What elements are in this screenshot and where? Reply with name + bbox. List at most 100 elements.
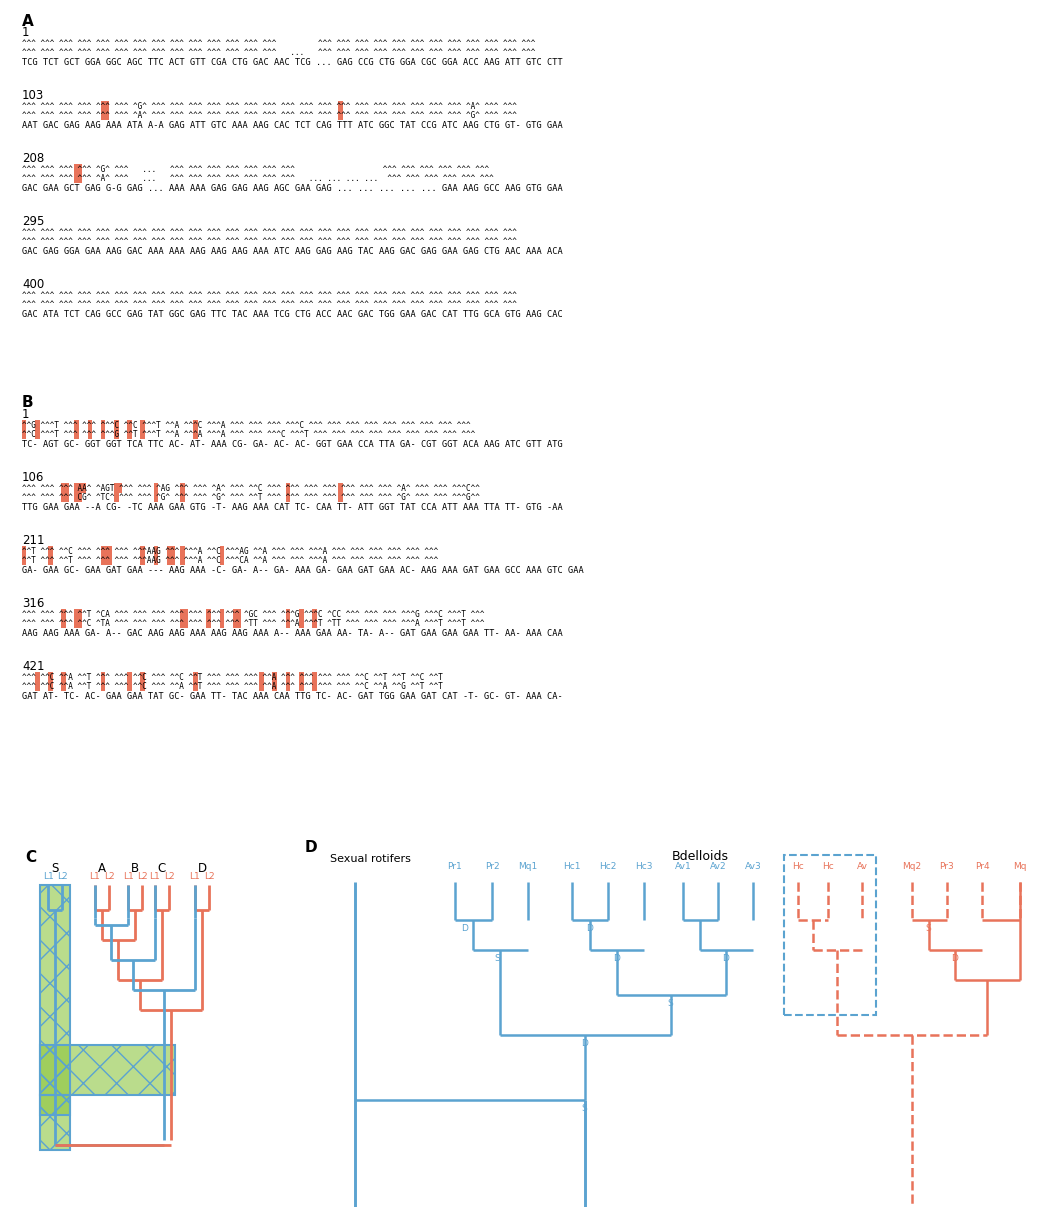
Text: TCG TCT GCT GGA GGC AGC TTC ACT GTT CGA CTG GAC AAC TCG ... GAG CCG CTG GGA CGC : TCG TCT GCT GGA GGC AGC TTC ACT GTT CGA … — [22, 58, 562, 68]
Text: B: B — [22, 395, 34, 410]
Text: D: D — [722, 954, 729, 963]
Bar — [35, 428, 39, 438]
Bar — [21, 428, 26, 438]
Text: Pr1: Pr1 — [448, 862, 463, 871]
Text: L1: L1 — [123, 871, 133, 881]
Bar — [154, 546, 158, 555]
Text: Av3: Av3 — [744, 862, 761, 871]
Text: ^^^ ^^^ ^^^ ^^^ ^^^ ^^^ ^A^ ^^^ ^^^ ^^^ ^^^ ^^^ ^^^ ^^^ ^^^ ^^^ ^^^ ^^^ ^^^ ^^^ : ^^^ ^^^ ^^^ ^^^ ^^^ ^^^ ^A^ ^^^ ^^^ ^^^ … — [22, 111, 517, 119]
Bar — [219, 555, 225, 565]
Bar — [286, 618, 290, 628]
Bar — [140, 546, 145, 555]
Text: GAC ATA TCT CAG GCC GAG TAT GGC GAG TTC TAC AAA TCG CTG ACC AAC GAC TGG GAA GAC : GAC ATA TCT CAG GCC GAG TAT GGC GAG TTC … — [22, 310, 562, 319]
Text: Pr3: Pr3 — [939, 862, 954, 871]
Bar — [74, 164, 83, 174]
Text: ^^^ ^^^ ^^^ ^^^ ^^^ ^^^ ^^^ ^^^ ^^^ ^^^ ^^^ ^^^ ^^^ ^^^   ...   ^^^ ^^^ ^^^ ^^^ : ^^^ ^^^ ^^^ ^^^ ^^^ ^^^ ^^^ ^^^ ^^^ ^^^ … — [22, 48, 536, 57]
Text: 208: 208 — [22, 152, 44, 165]
Bar — [40, 1095, 70, 1150]
Text: ^^^ ^^^ ^^^ ^^^ ^G^ ^^^   ...   ^^^ ^^^ ^^^ ^^^ ^^^ ^^^ ^^^                   ^^: ^^^ ^^^ ^^^ ^^^ ^G^ ^^^ ... ^^^ ^^^ ^^^ … — [22, 165, 489, 174]
Text: B: B — [131, 862, 139, 875]
Bar — [88, 428, 92, 438]
Bar — [114, 428, 119, 438]
Text: ^^^ ^^^ ^^^ ^^^ ^^^ ^^^ ^^^ ^^^ ^^^ ^^^ ^^^ ^^^ ^^^ ^^^ ^^^ ^^^ ^^^ ^^^ ^^^ ^^^ : ^^^ ^^^ ^^^ ^^^ ^^^ ^^^ ^^^ ^^^ ^^^ ^^^ … — [22, 291, 517, 301]
Text: 103: 103 — [22, 89, 44, 103]
Bar — [35, 420, 39, 430]
Bar — [286, 681, 290, 690]
Text: D: D — [305, 840, 318, 855]
Text: S: S — [925, 925, 931, 933]
Bar — [61, 618, 66, 628]
Text: Av: Av — [857, 862, 867, 871]
Text: AAT GAC GAG AAG AAA ATA A-A GAG ATT GTC AAA AAG CAC TCT CAG TTT ATC GGC TAT CCG : AAT GAC GAG AAG AAA ATA A-A GAG ATT GTC … — [22, 121, 562, 130]
Text: Hc1: Hc1 — [563, 862, 580, 871]
Bar — [40, 885, 70, 1115]
Text: TC- AGT GC- GGT GGT TCA TTC AC- AT- AAA CG- GA- AC- AC- GGT GAA CCA TTA GA- CGT : TC- AGT GC- GGT GGT TCA TTC AC- AT- AAA … — [22, 441, 562, 449]
Bar — [233, 610, 240, 618]
Bar — [21, 420, 26, 430]
Bar — [219, 610, 225, 618]
Text: C: C — [25, 850, 36, 865]
Text: Pr2: Pr2 — [485, 862, 499, 871]
Bar — [61, 492, 69, 501]
Bar — [299, 610, 304, 618]
Text: 421: 421 — [22, 660, 44, 674]
Bar — [193, 681, 198, 690]
Text: ^^^ ^^^ ^^^ AA^ ^AGT ^^^ ^^^ ^AG ^^^ ^^^ ^A^ ^^^ ^^C ^^^ ^^^ ^^^ ^^^ ^^^ ^^^ ^^^: ^^^ ^^^ ^^^ AA^ ^AGT ^^^ ^^^ ^AG ^^^ ^^^… — [22, 484, 480, 492]
Bar — [40, 1045, 175, 1095]
Bar — [48, 681, 53, 690]
Text: ^^^ ^^^ ^^^ ^^C ^TA ^^^ ^^^ ^^^ ^^^ ^^^ ^^^ ^^^ ^TT ^^^ ^^^A ^^^T ^TT ^^^ ^^^ ^^: ^^^ ^^^ ^^^ ^^C ^TA ^^^ ^^^ ^^^ ^^^ ^^^ … — [22, 619, 485, 628]
Text: D: D — [613, 954, 620, 963]
Bar — [74, 618, 83, 628]
Text: ^^T ^^^ ^^T ^^^ ^^^ ^^^ ^^^AAG ^^^ ^^^A ^^C ^^^CA ^^A ^^^ ^^^ ^^^A ^^^ ^^^ ^^^ ^: ^^T ^^^ ^^T ^^^ ^^^ ^^^ ^^^AAG ^^^ ^^^A … — [22, 556, 438, 565]
Bar — [127, 428, 132, 438]
Text: Hc2: Hc2 — [599, 862, 616, 871]
Text: ^^^ ^^C ^^A ^^T ^^^ ^^^ ^^C ^^^ ^^A ^^T ^^^ ^^^ ^^^ ^^A ^^^ ^^^ ^^^ ^^^ ^^C ^^A : ^^^ ^^C ^^A ^^T ^^^ ^^^ ^^C ^^^ ^^A ^^T … — [22, 682, 443, 690]
Bar — [140, 428, 145, 438]
Text: ^^^ ^^^ ^^^ ^^^ ^^^ ^^^ ^^^ ^^^ ^^^ ^^^ ^^^ ^^^ ^^^ ^^^         ^^^ ^^^ ^^^ ^^^ : ^^^ ^^^ ^^^ ^^^ ^^^ ^^^ ^^^ ^^^ ^^^ ^^^ … — [22, 39, 536, 48]
Bar — [312, 681, 317, 690]
Text: TTG GAA GAA --A CG- -TC AAA GAA GTG -T- AAG AAA CAT TC- CAA TT- ATT GGT TAT CCA : TTG GAA GAA --A CG- -TC AAA GAA GTG -T- … — [22, 503, 562, 512]
Text: Mq1: Mq1 — [518, 862, 538, 871]
Bar — [233, 618, 240, 628]
Bar — [101, 555, 112, 565]
Text: S: S — [667, 999, 672, 1008]
Bar — [101, 672, 106, 682]
Bar — [286, 492, 290, 501]
Bar — [48, 546, 53, 555]
Text: ^^^ ^^^ ^^^ CG^ ^TC^ ^^^ ^^^ ^G^ ^^^ ^^^ ^G^ ^^^ ^^T ^^^ ^^^ ^^^ ^^^ ^^^ ^^^ ^^^: ^^^ ^^^ ^^^ CG^ ^TC^ ^^^ ^^^ ^G^ ^^^ ^^^… — [22, 492, 480, 502]
Text: L1: L1 — [90, 871, 101, 881]
Text: GAC GAG GGA GAA AAG GAC AAA AAA AAG AAG AAG AAA ATC AAG GAG AAG TAC AAG GAC GAG : GAC GAG GGA GAA AAG GAC AAA AAA AAG AAG … — [22, 247, 562, 256]
Text: 211: 211 — [22, 533, 44, 547]
Text: Mq: Mq — [1013, 862, 1027, 871]
Text: C: C — [158, 862, 166, 875]
Bar — [193, 428, 198, 438]
Bar — [286, 610, 290, 618]
Bar — [299, 618, 304, 628]
Bar — [101, 101, 109, 111]
Text: Sexual rotifers: Sexual rotifers — [330, 855, 411, 864]
Text: ^^^ ^^^ ^^^ ^^^ ^A^ ^^^   ...   ^^^ ^^^ ^^^ ^^^ ^^^ ^^^ ^^^   ... ... ... ...  ^: ^^^ ^^^ ^^^ ^^^ ^A^ ^^^ ... ^^^ ^^^ ^^^ … — [22, 174, 493, 183]
Bar — [127, 681, 132, 690]
Text: Hc3: Hc3 — [635, 862, 652, 871]
Text: ^^^ ^^^ ^^^ ^^T ^CA ^^^ ^^^ ^^^ ^^^ ^^^ ^^^ ^^^ ^GC ^^^ ^^^G ^^^C ^CC ^^^ ^^^ ^^: ^^^ ^^^ ^^^ ^^T ^CA ^^^ ^^^ ^^^ ^^^ ^^^ … — [22, 610, 485, 619]
Text: L2: L2 — [203, 871, 214, 881]
Bar — [101, 681, 106, 690]
Bar — [180, 555, 184, 565]
Text: Hc: Hc — [822, 862, 833, 871]
Text: 295: 295 — [22, 215, 44, 228]
Text: ^^C ^^^T ^^^ ^^^ ^^^G ^^T ^^^T ^^A ^^^A ^^^A ^^^ ^^^ ^^^C ^^^T ^^^ ^^^ ^^^ ^^^ ^: ^^C ^^^T ^^^ ^^^ ^^^G ^^T ^^^T ^^A ^^^A … — [22, 430, 475, 439]
Bar — [259, 681, 264, 690]
Text: S: S — [493, 954, 500, 963]
Bar — [48, 672, 53, 682]
Bar — [101, 428, 106, 438]
Text: D: D — [461, 925, 468, 933]
Text: ^^^ ^^^ ^^^ ^^^ ^^^ ^^^ ^^^ ^^^ ^^^ ^^^ ^^^ ^^^ ^^^ ^^^ ^^^ ^^^ ^^^ ^^^ ^^^ ^^^ : ^^^ ^^^ ^^^ ^^^ ^^^ ^^^ ^^^ ^^^ ^^^ ^^^ … — [22, 237, 517, 246]
Bar — [312, 618, 317, 628]
Bar — [127, 672, 132, 682]
Text: S: S — [51, 862, 58, 875]
Bar — [21, 546, 26, 555]
Text: A: A — [98, 862, 106, 875]
Bar — [101, 110, 109, 119]
Text: A: A — [22, 14, 34, 29]
Bar — [312, 672, 317, 682]
